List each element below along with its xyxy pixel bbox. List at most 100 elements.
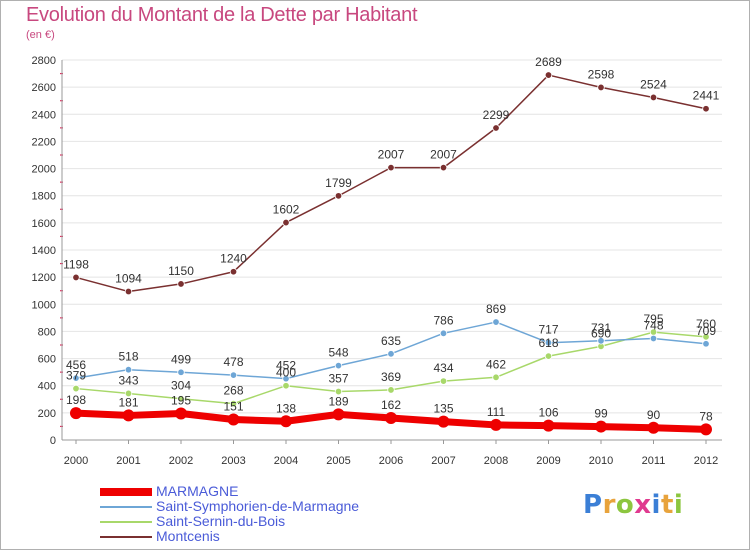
x-tick-label: 2002 bbox=[169, 455, 193, 467]
y-tick-label: 1600 bbox=[32, 218, 56, 230]
legend-swatch bbox=[100, 488, 152, 496]
data-point bbox=[385, 412, 397, 425]
x-tick-label: 2012 bbox=[694, 455, 718, 467]
data-point bbox=[542, 419, 555, 432]
logo-letter: o bbox=[615, 490, 635, 520]
data-point bbox=[490, 418, 502, 431]
data-label: 2007 bbox=[378, 148, 405, 162]
logo-letter: t bbox=[660, 490, 674, 520]
data-point bbox=[649, 334, 658, 343]
legend-swatch bbox=[100, 521, 152, 523]
y-tick-label: 1200 bbox=[32, 272, 56, 284]
x-tick-label: 2004 bbox=[274, 455, 298, 467]
legend-item: MARMAGNE bbox=[100, 483, 430, 499]
x-tick-label: 2000 bbox=[64, 455, 88, 467]
data-label: 304 bbox=[171, 379, 191, 393]
data-label: 434 bbox=[433, 361, 453, 375]
chart-title: Evolution du Montant de la Dette par Hab… bbox=[26, 4, 418, 26]
data-label: 499 bbox=[171, 352, 191, 366]
y-tick-label: 2800 bbox=[32, 55, 56, 67]
data-label: 1240 bbox=[220, 252, 247, 266]
logo-letter: i bbox=[673, 490, 684, 520]
y-tick-label: 2400 bbox=[32, 109, 56, 121]
y-tick-label: 2000 bbox=[32, 164, 56, 176]
data-label: 78 bbox=[699, 409, 713, 423]
data-point bbox=[70, 407, 82, 420]
data-label: 709 bbox=[696, 324, 716, 338]
data-label: 162 bbox=[381, 398, 401, 412]
data-point bbox=[544, 71, 553, 79]
data-label: 369 bbox=[381, 370, 401, 384]
x-tick-label: 2009 bbox=[536, 455, 560, 467]
data-point bbox=[177, 395, 185, 403]
data-label: 462 bbox=[486, 357, 506, 371]
data-label: 181 bbox=[118, 395, 138, 409]
data-label: 869 bbox=[486, 302, 506, 316]
chart-subtitle: (en €) bbox=[26, 29, 55, 41]
data-label: 138 bbox=[276, 401, 296, 415]
data-label: 786 bbox=[433, 313, 453, 327]
data-label: 748 bbox=[643, 318, 663, 332]
data-point bbox=[492, 373, 500, 381]
data-label: 452 bbox=[276, 359, 296, 373]
data-point bbox=[229, 371, 238, 379]
data-label: 357 bbox=[328, 372, 348, 386]
data-label: 548 bbox=[328, 346, 348, 360]
data-label: 379 bbox=[66, 369, 86, 383]
data-label: 1150 bbox=[168, 264, 194, 278]
y-tick-label: 1400 bbox=[32, 245, 56, 257]
x-tick-label: 2001 bbox=[116, 455, 140, 467]
y-tick-label: 400 bbox=[38, 381, 56, 393]
data-label: 2299 bbox=[483, 108, 510, 122]
data-point bbox=[72, 374, 80, 382]
data-label: 690 bbox=[591, 326, 611, 340]
y-tick-label: 2200 bbox=[32, 136, 56, 148]
data-point bbox=[437, 415, 450, 428]
data-label: 618 bbox=[538, 336, 558, 350]
y-tick-label: 2600 bbox=[32, 82, 56, 94]
data-point bbox=[439, 163, 448, 172]
data-point bbox=[492, 124, 500, 132]
data-point bbox=[229, 268, 238, 276]
logo-letter: r bbox=[602, 490, 616, 520]
legend-swatch bbox=[100, 506, 152, 508]
data-label: 198 bbox=[66, 393, 86, 407]
data-point bbox=[280, 415, 292, 428]
data-point bbox=[439, 377, 448, 385]
legend-label: Montcenis bbox=[156, 528, 220, 544]
y-tick-label: 200 bbox=[38, 408, 56, 420]
data-label: 99 bbox=[594, 407, 608, 421]
legend-label: MARMAGNE bbox=[156, 483, 239, 499]
data-label: 1094 bbox=[115, 272, 142, 286]
data-point bbox=[334, 361, 343, 370]
y-tick-label: 600 bbox=[38, 354, 56, 366]
data-label: 2598 bbox=[588, 67, 615, 81]
data-label: 2007 bbox=[430, 148, 457, 162]
data-label: 717 bbox=[538, 323, 558, 337]
legend-item: Saint-Symphorien-de-Marmagne bbox=[100, 498, 430, 514]
y-tick-label: 0 bbox=[50, 435, 56, 447]
data-point bbox=[124, 287, 133, 296]
data-label: 731 bbox=[591, 321, 611, 335]
data-point bbox=[597, 83, 605, 92]
data-point bbox=[124, 389, 133, 398]
x-tick-label: 2008 bbox=[484, 455, 508, 467]
x-tick-label: 2006 bbox=[379, 455, 403, 467]
data-label: 268 bbox=[223, 384, 243, 398]
data-label: 195 bbox=[171, 394, 191, 408]
data-point bbox=[544, 352, 553, 360]
x-tick-label: 2011 bbox=[642, 455, 666, 467]
data-point bbox=[122, 409, 135, 422]
data-label: 518 bbox=[118, 350, 138, 364]
data-point bbox=[175, 407, 187, 420]
data-label: 635 bbox=[381, 334, 401, 348]
proxiti-logo: Proxiti bbox=[583, 490, 683, 520]
data-label: 795 bbox=[643, 312, 663, 326]
data-point bbox=[387, 350, 395, 358]
data-label: 478 bbox=[223, 355, 243, 369]
data-point bbox=[597, 337, 605, 345]
data-label: 760 bbox=[696, 317, 716, 331]
data-label: 1198 bbox=[63, 257, 89, 271]
data-point bbox=[647, 421, 660, 434]
